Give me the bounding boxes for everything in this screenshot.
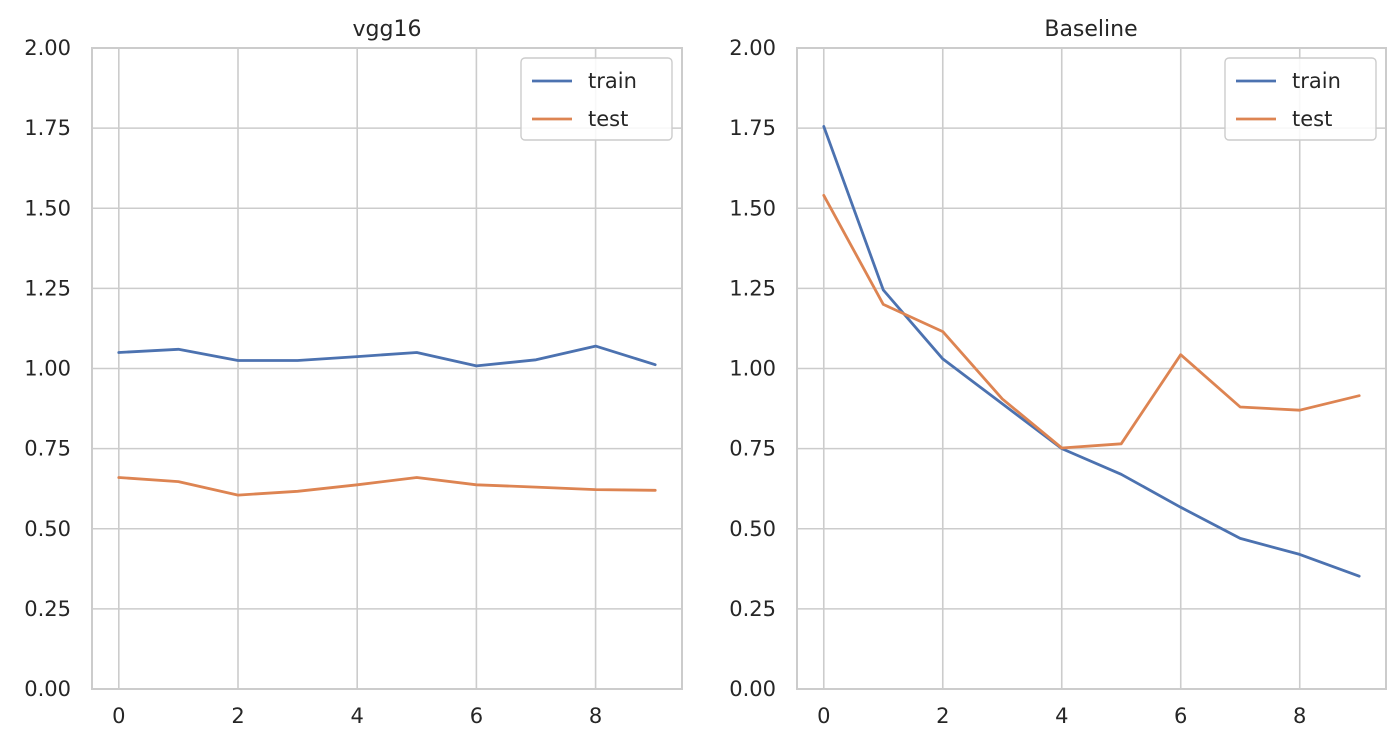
left-chart: vgg16 0.00 0.25 0.50 0.75 1.00 1.25 1.50 1.75 2.… <box>24 17 683 728</box>
right-chart-ytick-label: 1.75 <box>729 116 776 140</box>
right-chart-ytick-label: 2.00 <box>729 36 776 60</box>
left-chart-ytick-label: 1.50 <box>24 196 71 220</box>
left-chart-legend-test-label: test <box>588 107 628 131</box>
left-chart-xtick-label: 0 <box>112 704 125 728</box>
right-chart-ytick-label: 1.25 <box>729 276 776 300</box>
left-chart-xtick-label: 8 <box>589 704 602 728</box>
right-chart-legend-train-label: train <box>1292 69 1341 93</box>
right-chart-train-line <box>822 125 1361 578</box>
right-chart-xtick-label: 0 <box>817 704 830 728</box>
left-chart-xtick-label: 6 <box>470 704 483 728</box>
right-chart-test-line <box>822 193 1361 450</box>
left-chart-test-line <box>117 476 657 497</box>
right-chart-frame <box>796 47 1387 690</box>
left-chart-ytick-label: 1.25 <box>24 276 71 300</box>
left-chart-ytick-label: 1.75 <box>24 116 71 140</box>
left-chart-title: vgg16 <box>353 17 422 42</box>
right-chart-xtick-label: 6 <box>1174 704 1187 728</box>
right-chart-ytick-label: 0.00 <box>729 677 776 701</box>
left-chart-ytick-label: 2.00 <box>24 36 71 60</box>
right-chart-xtick-label: 4 <box>1055 704 1068 728</box>
left-chart-grid <box>92 47 682 690</box>
left-chart-ytick-label: 0.00 <box>24 677 71 701</box>
right-chart-title: Baseline <box>1044 17 1137 42</box>
right-chart-ytick-label: 0.50 <box>729 517 776 541</box>
right-chart-ytick-label: 1.50 <box>729 196 776 220</box>
left-chart-frame <box>91 47 683 690</box>
left-chart-ytick-label: 1.00 <box>24 357 71 381</box>
left-chart-xtick-label: 4 <box>351 704 364 728</box>
right-chart-legend: train test <box>1224 57 1377 141</box>
left-chart-ytick-label: 0.75 <box>24 437 71 461</box>
right-chart: Baseline 0.00 0.25 0.50 0.75 1.00 1.25 1.50 1.7… <box>729 17 1387 728</box>
left-chart-xtick-label: 2 <box>231 704 244 728</box>
right-chart-grid <box>797 47 1386 690</box>
right-chart-ytick-label: 0.25 <box>729 597 776 621</box>
right-chart-xtick-label: 8 <box>1293 704 1306 728</box>
left-chart-plot: 0.00 0.25 0.50 0.75 1.00 1.25 1.50 1.75 2.00 0 2 4 6… <box>24 36 683 728</box>
left-chart-ytick-label: 0.25 <box>24 597 71 621</box>
right-chart-xtick-label: 2 <box>936 704 949 728</box>
left-chart-ytick-label: 0.50 <box>24 517 71 541</box>
left-chart-train-line <box>117 344 657 368</box>
left-chart-legend: train test <box>520 57 673 141</box>
right-chart-legend-test-label: test <box>1292 107 1332 131</box>
right-chart-plot: 0.00 0.25 0.50 0.75 1.00 1.25 1.50 1.75 2.00 0 2 4 6… <box>729 36 1387 728</box>
right-chart-ytick-label: 1.00 <box>729 357 776 381</box>
right-chart-ytick-label: 0.75 <box>729 437 776 461</box>
left-chart-legend-train-label: train <box>588 69 637 93</box>
